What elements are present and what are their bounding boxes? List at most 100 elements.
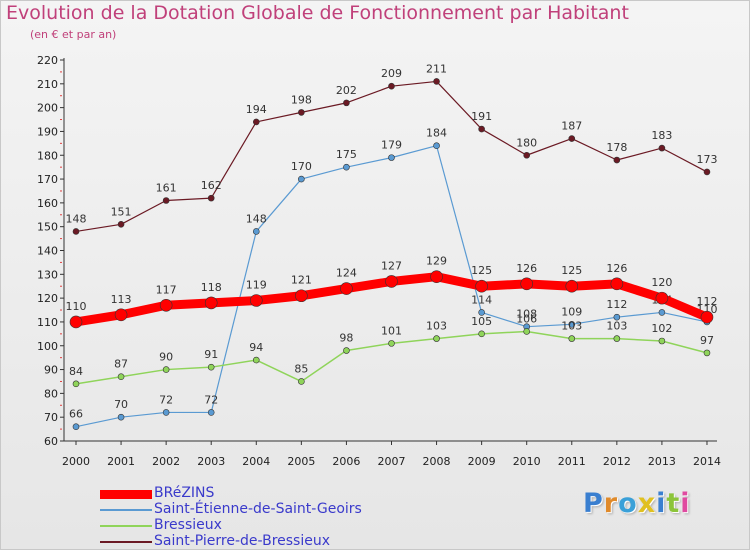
data-point-saint-etienne-de-saint-geoirs: [658, 309, 666, 316]
data-point-saint-pierre-de-bressieux: [433, 78, 440, 85]
data-point-bressieux: [252, 356, 260, 364]
data-label-brezins: 125: [471, 264, 492, 277]
x-tick-label: 2004: [242, 455, 270, 468]
data-label-brezins: 119: [246, 279, 267, 292]
data-point-bressieux: [117, 373, 125, 381]
x-tick-label: 2005: [287, 455, 315, 468]
y-tick-label: 90: [44, 364, 58, 377]
data-label-brezins: 110: [66, 300, 87, 313]
data-label-saint-pierre-de-bressieux: 202: [336, 84, 357, 97]
data-point-saint-etienne-de-saint-geoirs: [207, 409, 215, 416]
logo-letter: P: [583, 488, 604, 519]
data-point-saint-pierre-de-bressieux: [478, 125, 485, 133]
data-point-saint-etienne-de-saint-geoirs: [433, 142, 440, 150]
x-tick-label: 2002: [152, 455, 180, 468]
legend-swatch: [100, 541, 152, 543]
data-label-saint-pierre-de-bressieux: 191: [471, 110, 492, 123]
data-label-bressieux: 97: [700, 334, 714, 347]
data-label-saint-etienne-de-saint-geoirs: 66: [69, 408, 83, 421]
data-point-brezins: [385, 275, 398, 288]
data-point-saint-pierre-de-bressieux: [343, 99, 350, 107]
data-label-brezins: 121: [291, 274, 312, 287]
data-point-brezins: [655, 291, 669, 305]
y-tick-label: 120: [37, 292, 58, 305]
chart-legend: BRéZINS Saint-Étienne-de-Saint-Geoirs Bres…: [100, 486, 400, 550]
x-tick-label: 2012: [603, 455, 631, 468]
data-label-saint-etienne-de-saint-geoirs: 179: [381, 139, 402, 152]
y-tick-label: 130: [37, 268, 58, 281]
logo-letter: i: [656, 488, 667, 519]
legend-label: Bressieux: [154, 517, 222, 533]
y-tick-label: 220: [37, 54, 58, 67]
x-tick-label: 2006: [332, 455, 360, 468]
legend-swatch: [100, 525, 152, 527]
data-point-brezins: [249, 294, 263, 307]
logo-letter: t: [666, 488, 681, 519]
data-label-brezins: 127: [381, 259, 402, 272]
data-point-brezins: [114, 308, 128, 322]
data-point-brezins: [159, 298, 173, 312]
data-point-bressieux: [207, 363, 215, 371]
y-tick-label: 100: [37, 340, 58, 353]
data-label-bressieux: 91: [204, 348, 218, 361]
data-label-saint-pierre-de-bressieux: 211: [426, 62, 447, 75]
data-label-brezins: 126: [516, 262, 537, 275]
data-point-brezins: [204, 296, 218, 310]
y-tick-label: 70: [44, 411, 58, 424]
data-point-saint-etienne-de-saint-geoirs: [72, 423, 80, 431]
data-label-saint-pierre-de-bressieux: 194: [246, 103, 267, 116]
x-tick-label: 2011: [558, 455, 586, 468]
legend-item-bressieux: Bressieux: [100, 518, 400, 534]
data-label-saint-pierre-de-bressieux: 162: [201, 179, 222, 192]
data-point-brezins: [520, 277, 534, 291]
data-label-bressieux: 98: [339, 332, 353, 345]
data-label-brezins: 113: [111, 293, 132, 306]
data-point-saint-pierre-de-bressieux: [568, 135, 576, 142]
x-tick-label: 2010: [513, 455, 541, 468]
legend-label: BRéZINS: [154, 485, 215, 501]
data-label-bressieux: 85: [294, 362, 308, 375]
legend-label: Saint-Étienne-de-Saint-Geoirs: [154, 501, 362, 517]
data-label-saint-pierre-de-bressieux: 198: [291, 93, 312, 106]
data-label-saint-pierre-de-bressieux: 183: [651, 129, 672, 142]
data-point-saint-pierre-de-bressieux: [252, 118, 260, 126]
logo-letter: x: [637, 488, 657, 519]
data-label-saint-etienne-de-saint-geoirs: 148: [246, 212, 267, 225]
data-point-saint-etienne-de-saint-geoirs: [298, 175, 305, 183]
y-tick-label: 190: [37, 125, 58, 138]
y-tick-label: 160: [37, 197, 58, 210]
x-tick-label: 2008: [423, 455, 451, 468]
data-point-brezins: [700, 310, 714, 324]
data-label-bressieux: 105: [471, 315, 492, 328]
x-tick-label: 2000: [62, 455, 90, 468]
data-point-brezins: [340, 282, 353, 295]
data-point-saint-etienne-de-saint-geoirs: [343, 163, 350, 171]
data-label-saint-etienne-de-saint-geoirs: 175: [336, 148, 357, 161]
data-label-bressieux: 102: [651, 322, 672, 335]
legend-swatch: [100, 489, 152, 499]
data-point-brezins: [610, 277, 624, 291]
data-label-bressieux: 103: [561, 320, 582, 333]
data-label-brezins: 117: [156, 283, 177, 296]
data-label-saint-pierre-de-bressieux: 178: [606, 141, 627, 154]
y-tick-label: 140: [37, 245, 58, 258]
data-label-bressieux: 106: [516, 312, 537, 325]
data-point-saint-etienne-de-saint-geoirs: [613, 313, 621, 321]
y-tick-label: 110: [37, 316, 58, 329]
data-label-bressieux: 87: [114, 358, 128, 371]
y-tick-label: 200: [37, 102, 58, 115]
data-label-bressieux: 103: [606, 320, 627, 333]
data-label-saint-pierre-de-bressieux: 209: [381, 67, 402, 80]
data-point-saint-pierre-de-bressieux: [162, 197, 170, 204]
data-label-saint-etienne-de-saint-geoirs: 109: [561, 305, 582, 318]
data-point-saint-pierre-de-bressieux: [72, 228, 80, 235]
data-label-saint-etienne-de-saint-geoirs: 72: [204, 393, 218, 406]
data-label-saint-pierre-de-bressieux: 148: [66, 212, 87, 225]
data-label-bressieux: 101: [381, 324, 402, 337]
data-label-saint-pierre-de-bressieux: 187: [561, 120, 582, 133]
data-point-saint-pierre-de-bressieux: [117, 221, 125, 228]
data-label-brezins: 126: [606, 262, 627, 275]
data-label-brezins: 124: [336, 267, 357, 280]
data-point-saint-etienne-de-saint-geoirs: [252, 228, 260, 235]
legend-label: Saint-Pierre-de-Bressieux: [154, 533, 330, 549]
